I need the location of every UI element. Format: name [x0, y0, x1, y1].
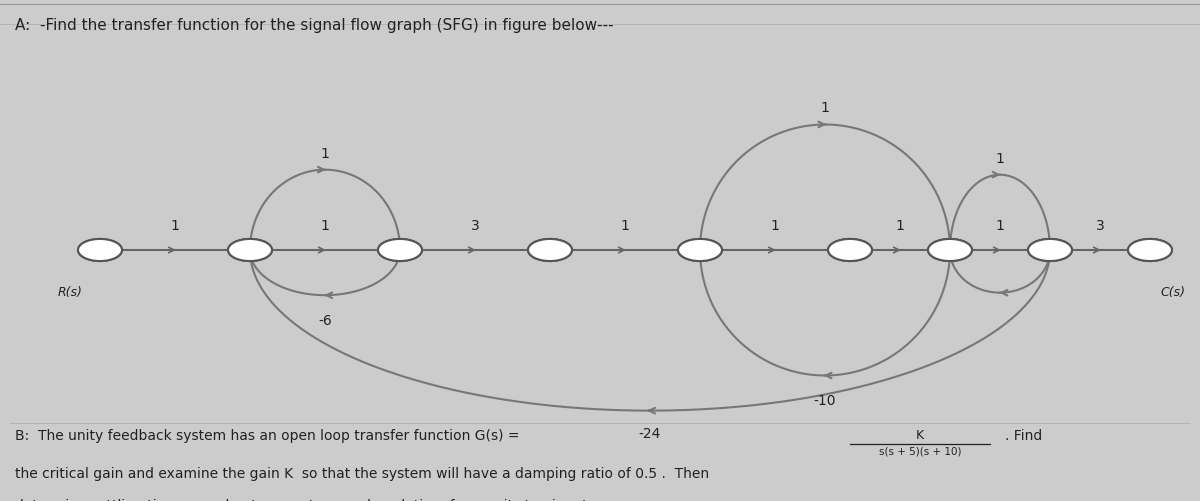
Text: 1: 1	[770, 218, 780, 232]
Circle shape	[678, 239, 722, 262]
Circle shape	[828, 239, 872, 262]
Circle shape	[1028, 239, 1072, 262]
Circle shape	[1128, 239, 1172, 262]
Circle shape	[528, 239, 572, 262]
Text: . Find: . Find	[1004, 428, 1043, 442]
Circle shape	[928, 239, 972, 262]
Text: 3: 3	[470, 218, 479, 232]
Text: 1: 1	[320, 218, 330, 232]
Circle shape	[78, 239, 122, 262]
Text: the critical gain and examine the gain K  so that the system will have a damping: the critical gain and examine the gain K…	[14, 466, 709, 480]
Text: s(s + 5)(s + 10): s(s + 5)(s + 10)	[878, 446, 961, 456]
Text: C(s): C(s)	[1160, 286, 1186, 299]
Text: -24: -24	[638, 426, 661, 440]
Text: 1: 1	[895, 218, 905, 232]
Text: 1: 1	[821, 101, 829, 115]
Text: 1: 1	[620, 218, 630, 232]
Text: determine settling time, overshoot percentage and peak time for a unit step inpu: determine settling time, overshoot perce…	[14, 498, 592, 501]
Text: -10: -10	[814, 393, 836, 407]
Circle shape	[78, 239, 122, 262]
Circle shape	[928, 239, 972, 262]
Circle shape	[1128, 239, 1172, 262]
Circle shape	[1028, 239, 1072, 262]
Text: 1: 1	[996, 151, 1004, 165]
Text: 1: 1	[170, 218, 180, 232]
Circle shape	[528, 239, 572, 262]
Text: A:  -Find the transfer function for the signal flow graph (SFG) in figure below-: A: -Find the transfer function for the s…	[14, 18, 613, 33]
Text: 1: 1	[996, 218, 1004, 232]
Text: R(s): R(s)	[58, 286, 83, 299]
Circle shape	[378, 239, 422, 262]
Circle shape	[828, 239, 872, 262]
Circle shape	[228, 239, 272, 262]
Circle shape	[228, 239, 272, 262]
Text: 1: 1	[320, 146, 330, 160]
Text: K: K	[916, 428, 924, 441]
Text: -6: -6	[318, 313, 332, 327]
Text: 3: 3	[1096, 218, 1104, 232]
Circle shape	[378, 239, 422, 262]
Circle shape	[678, 239, 722, 262]
Text: B:  The unity feedback system has an open loop transfer function G(s) =: B: The unity feedback system has an open…	[14, 428, 520, 442]
